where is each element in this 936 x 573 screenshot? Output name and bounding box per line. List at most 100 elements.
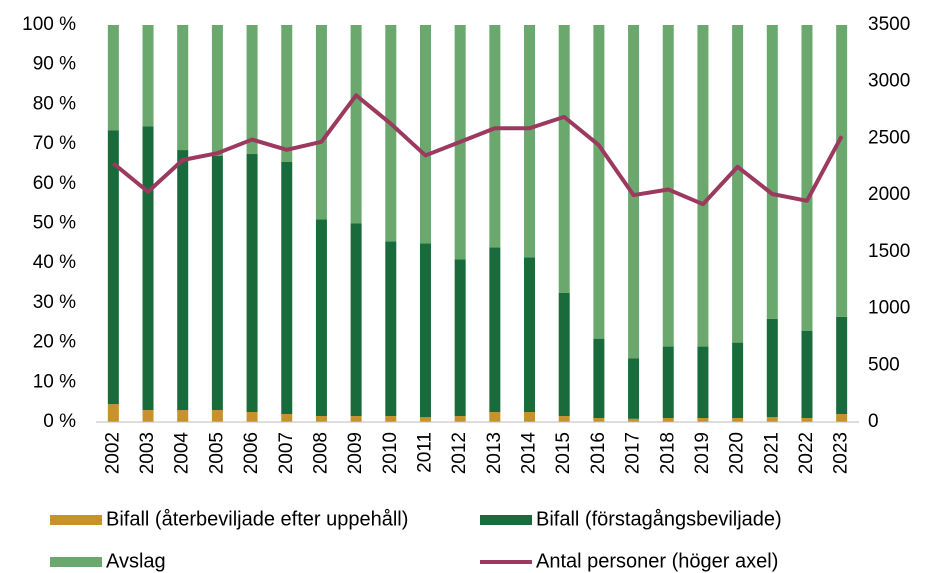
bar-segment: [142, 25, 154, 127]
legend-swatch: [50, 515, 102, 525]
x-tick-label: 2017: [623, 432, 644, 474]
bar-segment: [177, 410, 189, 422]
bar-segment: [246, 154, 258, 413]
y-tick-label: 30 %: [33, 292, 76, 313]
x-tick-label: 2020: [727, 432, 748, 474]
x-tick-label: 2018: [657, 432, 678, 474]
y-tick-label: 80 %: [33, 93, 76, 114]
bar-segment: [454, 416, 466, 422]
bar-segment: [315, 25, 327, 220]
bar-segment: [177, 150, 189, 411]
bar-segment: [350, 25, 362, 224]
bar-segment: [524, 25, 536, 258]
bar-segment: [350, 416, 362, 422]
x-tick-label: 2004: [172, 432, 193, 475]
bar-segment: [281, 414, 293, 422]
x-tick-label: 2011: [414, 432, 435, 473]
legend-label: Antal personer (höger axel): [536, 550, 778, 572]
y-tick-label: 100 %: [22, 14, 76, 35]
legend-label: Avslag: [106, 550, 166, 572]
x-tick-label: 2015: [553, 432, 574, 474]
legend-swatch: [50, 557, 102, 567]
legend-label: Bifall (förstagångsbeviljade): [536, 508, 782, 530]
bar-segment: [142, 126, 154, 411]
bar-segment: [732, 418, 744, 422]
x-tick-label: 2013: [484, 432, 505, 474]
bar-segment: [801, 25, 813, 331]
bar-segment: [315, 416, 327, 422]
x-tick-label: 2008: [310, 432, 331, 474]
legend-swatch: [480, 515, 532, 525]
x-tick-label: 2012: [449, 432, 470, 474]
y-tick-label: 90 %: [33, 54, 76, 75]
bar-segment: [246, 412, 258, 422]
bar-segment: [662, 346, 674, 419]
bar-segment: [766, 417, 778, 422]
bar-segment: [836, 25, 848, 317]
y2-tick-label: 0: [868, 411, 879, 432]
bar-segment: [593, 418, 605, 422]
x-tick-label: 2002: [102, 432, 123, 474]
x-tick-label: 2006: [241, 432, 262, 474]
bar-segment: [732, 342, 744, 419]
bar-segment: [732, 25, 744, 343]
bar-segment: [836, 316, 848, 415]
bar-segment: [315, 219, 327, 417]
bar-segment: [385, 25, 397, 242]
bar-segment: [766, 25, 778, 319]
bar-segment: [489, 247, 501, 413]
bar-segment: [801, 418, 813, 422]
bar-segment: [177, 25, 189, 151]
bar-segment: [419, 25, 431, 244]
bar-segment: [107, 404, 119, 422]
y-tick-label: 0 %: [43, 411, 76, 432]
bar-segment: [419, 243, 431, 418]
bar-segment: [801, 330, 813, 419]
y2-tick-label: 1000: [868, 298, 910, 319]
bar-segment: [107, 130, 119, 405]
x-tick-label: 2022: [796, 432, 817, 474]
bar-segment: [489, 25, 501, 248]
bar-segment: [697, 418, 709, 422]
bar-segment: [697, 346, 709, 419]
x-tick-label: 2019: [692, 432, 713, 474]
y-tick-label: 20 %: [33, 332, 76, 353]
bar-segment: [385, 241, 397, 417]
bar-segment: [211, 156, 223, 411]
line-series: [112, 93, 844, 207]
bar-segment: [524, 257, 536, 413]
bar-segment: [766, 318, 778, 418]
x-tick-label: 2014: [519, 432, 540, 475]
legend-label: Bifall (återbeviljade efter uppehåll): [106, 508, 408, 530]
bar-segment: [281, 161, 293, 415]
bar-segment: [558, 25, 570, 293]
bar-segment: [211, 25, 223, 157]
bar-segment: [628, 418, 640, 422]
bar-segment: [107, 25, 119, 131]
x-tick-label: 2009: [345, 432, 366, 474]
y2-tick-label: 2000: [868, 184, 910, 205]
y-tick-label: 10 %: [33, 371, 76, 392]
bar-segment: [697, 25, 709, 347]
bar-segment: [385, 416, 397, 422]
bar-segment: [489, 412, 501, 422]
bar-segment: [142, 410, 154, 422]
y2-tick-label: 3000: [868, 71, 910, 92]
bar-segment: [662, 25, 674, 347]
bar-segment: [558, 416, 570, 422]
x-tick-label: 2010: [380, 432, 401, 474]
y2-tick-label: 500: [868, 354, 900, 375]
bar-segment: [628, 358, 640, 419]
bar-segment: [350, 223, 362, 417]
bar-segment: [419, 417, 431, 422]
bar-segment: [211, 410, 223, 422]
bar-segment: [524, 412, 536, 422]
x-tick-label: 2005: [206, 432, 227, 474]
x-tick-label: 2007: [276, 432, 297, 474]
bar-segment: [593, 338, 605, 419]
x-tick-label: 2003: [137, 432, 158, 474]
bar-segment: [281, 25, 293, 162]
y-tick-label: 60 %: [33, 173, 76, 194]
bar-segment: [454, 259, 466, 417]
